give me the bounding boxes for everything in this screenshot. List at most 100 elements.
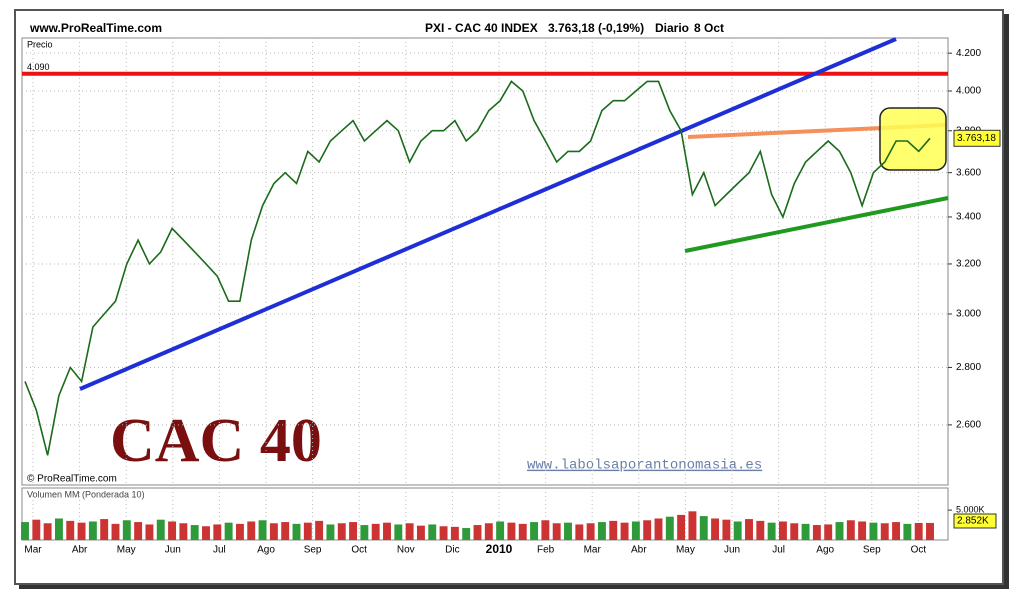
volume-bar bbox=[530, 522, 539, 540]
volume-bar bbox=[575, 524, 584, 540]
x-tick-label: Sep bbox=[863, 545, 881, 556]
volume-bar bbox=[677, 514, 686, 540]
x-tick-label: Ago bbox=[816, 545, 834, 556]
volume-bar bbox=[145, 524, 154, 540]
volume-bar bbox=[134, 522, 143, 540]
price-label: Precio bbox=[27, 39, 53, 49]
volume-last-box bbox=[953, 513, 997, 529]
volume-bar bbox=[360, 525, 369, 540]
price-pane bbox=[21, 37, 949, 486]
volume-bar bbox=[631, 521, 640, 540]
volume-bar bbox=[790, 523, 799, 540]
date: 8 Oct bbox=[694, 21, 724, 35]
last-price-label: 3.763,18 bbox=[957, 133, 996, 144]
volume-bar bbox=[507, 522, 516, 540]
volume-bar bbox=[824, 524, 833, 540]
x-tick-label: Feb bbox=[537, 545, 555, 556]
volume-bar bbox=[643, 520, 652, 540]
volume-bar bbox=[880, 523, 889, 540]
volume-bar bbox=[586, 523, 595, 540]
website: www.labolsaporantonomasia.es bbox=[527, 458, 762, 474]
volume-bar bbox=[394, 524, 403, 540]
volume-bar bbox=[371, 523, 380, 540]
volume-bar bbox=[450, 526, 459, 540]
volume-bar bbox=[190, 525, 199, 540]
y-tick-label: 2.800 bbox=[956, 362, 981, 373]
volume-bar bbox=[722, 519, 731, 540]
volume-bar bbox=[292, 523, 301, 540]
volume-bar bbox=[801, 523, 810, 540]
x-tick-label: Mar bbox=[584, 545, 602, 556]
x-tick-label: May bbox=[676, 545, 695, 556]
x-tick-label: May bbox=[117, 545, 136, 556]
volume-bar bbox=[926, 522, 934, 540]
volume-bar bbox=[383, 522, 391, 540]
y-tick-label: 3.000 bbox=[956, 309, 981, 320]
volume-bar bbox=[597, 522, 606, 540]
volume-bar bbox=[914, 522, 923, 540]
volume-bar bbox=[122, 520, 131, 540]
volume-bar bbox=[745, 519, 753, 540]
volume-bar bbox=[767, 522, 776, 540]
volume-bar bbox=[733, 521, 742, 540]
x-tick-label: Jul bbox=[213, 545, 226, 556]
last-price-box bbox=[953, 129, 1001, 147]
volume-bar bbox=[77, 522, 86, 540]
volume-bar bbox=[349, 522, 358, 540]
y-tick-label: 4.200 bbox=[956, 48, 981, 59]
volume-bar bbox=[281, 522, 290, 540]
volume-bar bbox=[518, 523, 527, 540]
instrument: PXI - CAC 40 INDEX bbox=[425, 21, 538, 35]
volume-bar bbox=[892, 522, 901, 540]
x-tick-label: Mar bbox=[24, 545, 42, 556]
volume-bar bbox=[66, 520, 75, 540]
volume-bar bbox=[224, 522, 233, 540]
volume-bar bbox=[711, 518, 720, 540]
volume-bar bbox=[405, 523, 414, 540]
volume-bar bbox=[416, 525, 425, 540]
volume-bar bbox=[665, 516, 674, 540]
volume-bar bbox=[903, 523, 912, 540]
volume-bar bbox=[326, 524, 335, 540]
volume-bar bbox=[21, 522, 29, 540]
x-tick-label: Jun bbox=[724, 545, 740, 556]
x-tick-label: Sep bbox=[304, 545, 322, 556]
volume-bar bbox=[428, 524, 437, 540]
y-tick-label: 4.000 bbox=[956, 86, 981, 97]
x-tick-label: Abr bbox=[72, 545, 88, 556]
volume-bar bbox=[835, 522, 844, 540]
volume-bar bbox=[235, 523, 244, 540]
channel-bottom bbox=[684, 196, 949, 253]
price-line bbox=[24, 80, 931, 456]
volume-bar bbox=[699, 516, 708, 540]
volume-bar bbox=[100, 519, 109, 540]
volume-bar bbox=[473, 525, 482, 540]
x-tick-label: Oct bbox=[351, 545, 367, 556]
resistance-label: 4.090 bbox=[27, 62, 50, 72]
volume-bar bbox=[156, 519, 165, 540]
volume-bar bbox=[54, 518, 63, 540]
volume-bar bbox=[756, 520, 765, 540]
volume-bar bbox=[858, 521, 867, 540]
volume-bar bbox=[32, 519, 41, 540]
copyright: © ProRealTime.com bbox=[27, 474, 117, 485]
x-tick-label: 2010 bbox=[486, 542, 513, 556]
volume-bar bbox=[846, 520, 855, 540]
y-tick-label: 3.400 bbox=[956, 212, 981, 223]
x-tick-label: Abr bbox=[631, 545, 647, 556]
y-tick-label: 2.600 bbox=[956, 420, 981, 431]
volume-bar bbox=[315, 520, 324, 540]
y-tick-label: 5.000K bbox=[956, 504, 985, 514]
volume-bar bbox=[303, 522, 312, 540]
y-tick-label: 3.200 bbox=[956, 259, 981, 270]
volume-bar bbox=[496, 521, 505, 540]
site: www.ProRealTime.com bbox=[29, 21, 162, 35]
volume-bar bbox=[869, 522, 878, 540]
volume-bar bbox=[609, 520, 618, 540]
x-tick-label: Oct bbox=[911, 545, 927, 556]
volume-last-label: 2.852K bbox=[957, 516, 989, 527]
x-tick-label: Ago bbox=[257, 545, 275, 556]
volume-bar bbox=[202, 526, 210, 540]
volume-bar bbox=[88, 521, 97, 540]
